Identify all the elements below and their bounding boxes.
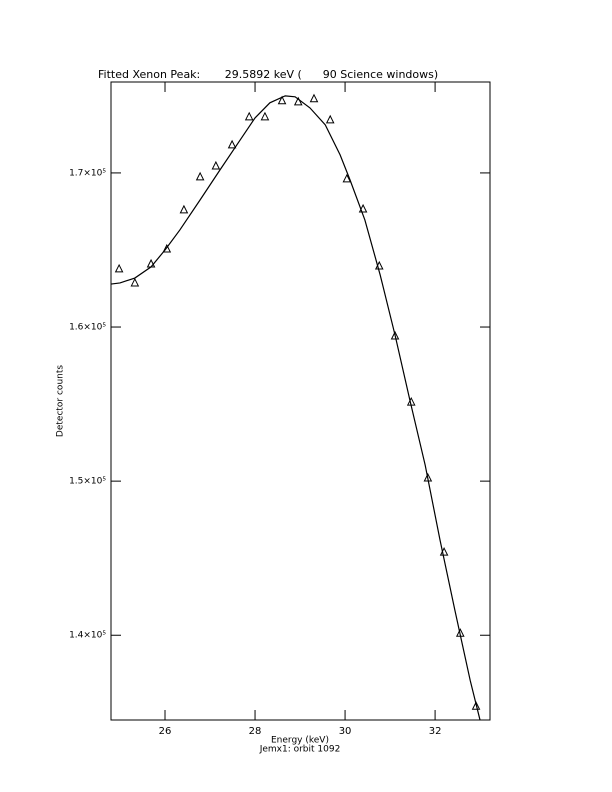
data-point (358, 203, 368, 213)
data-point (162, 243, 172, 253)
data-point (179, 204, 189, 214)
chart-title: Fitted Xenon Peak: 29.5892 keV ( 90 Scie… (98, 68, 438, 81)
data-point (277, 95, 287, 105)
data-point (309, 93, 319, 103)
x-tick-label: 30 (339, 726, 352, 737)
y-tick-label: 1.7×10⁵ (69, 168, 106, 178)
data-point (244, 111, 254, 121)
data-point (325, 114, 335, 124)
y-tick-label: 1.6×10⁵ (69, 323, 106, 333)
data-point (195, 171, 205, 181)
y-tick-label: 1.5×10⁵ (69, 477, 106, 487)
plot-frame (110, 81, 491, 721)
y-tick-label: 1.4×10⁵ (69, 631, 106, 641)
fit-line (110, 95, 481, 721)
data-point (293, 96, 303, 106)
data-point (227, 139, 237, 149)
data-point (211, 160, 221, 170)
x-tick-label: 32 (429, 726, 442, 737)
x-tick-label: 28 (249, 726, 262, 737)
x-tick-label: 26 (159, 726, 172, 737)
subtitle: Jemx1: orbit 1092 (259, 745, 341, 755)
data-point (390, 330, 400, 340)
y-axis-label: Detector counts (56, 365, 66, 437)
data-point (114, 263, 124, 273)
data-point (130, 277, 140, 287)
data-point (260, 111, 270, 121)
data-point (342, 173, 352, 183)
x-axis-label: Energy (keV) (271, 736, 329, 746)
data-point (471, 701, 481, 710)
